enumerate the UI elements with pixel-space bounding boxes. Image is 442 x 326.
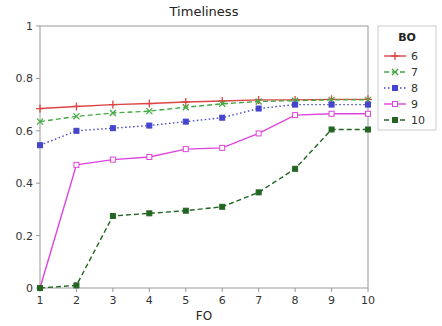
point [38, 286, 43, 291]
point [110, 157, 115, 162]
point [220, 145, 225, 150]
point [110, 126, 115, 131]
x-tick [368, 288, 369, 292]
legend-label: 10 [411, 114, 425, 127]
legend-marker [393, 86, 398, 91]
x-tick [149, 288, 150, 292]
point [146, 108, 152, 114]
x-tick-label: 2 [73, 294, 80, 307]
x-tick-label: 7 [255, 294, 262, 307]
x-tick-label: 3 [109, 294, 116, 307]
legend-label: 7 [411, 66, 418, 79]
point [329, 102, 334, 107]
legend-marker [393, 102, 398, 107]
point [38, 143, 43, 148]
legend-label: 9 [411, 98, 418, 111]
point [183, 208, 188, 213]
point [145, 100, 153, 108]
point [183, 119, 188, 124]
point [366, 102, 371, 107]
point [183, 104, 189, 110]
legend-box [378, 26, 436, 130]
x-tick [222, 288, 223, 292]
point [256, 190, 261, 195]
point [36, 105, 44, 113]
y-tick-label: 0.2 [16, 230, 34, 243]
series-line [40, 99, 368, 108]
plot-area [36, 95, 372, 290]
series-line [40, 129, 368, 288]
y-tick-label: 0 [26, 282, 33, 295]
point [110, 110, 116, 116]
point [293, 166, 298, 171]
point [329, 111, 334, 116]
point [74, 162, 79, 167]
y-tick-label: 0.8 [16, 72, 34, 85]
legend-title: BO [398, 31, 416, 44]
point [183, 147, 188, 152]
point [73, 113, 79, 119]
title: Timeliness [169, 4, 239, 19]
point [293, 113, 298, 118]
point [366, 111, 371, 116]
legend-marker [392, 69, 398, 75]
legend-marker [391, 52, 399, 60]
x-tick-label: 8 [292, 294, 299, 307]
point [72, 102, 80, 110]
legend-label: 8 [411, 82, 418, 95]
point [293, 102, 298, 107]
x-tick [112, 288, 113, 292]
point [366, 127, 371, 132]
x-tick [258, 288, 259, 292]
point [220, 204, 225, 209]
point [255, 96, 263, 104]
legend-marker [393, 118, 398, 123]
point [109, 101, 117, 109]
y-tick [36, 235, 40, 236]
point [147, 211, 152, 216]
point [147, 155, 152, 160]
x-tick [185, 288, 186, 292]
y-tick-label: 1 [26, 20, 33, 33]
point [256, 98, 262, 104]
point [147, 123, 152, 128]
point [220, 115, 225, 120]
x-tick-label: 10 [361, 294, 375, 307]
x-tick-label: 1 [37, 294, 44, 307]
x-tick-label: 9 [328, 294, 335, 307]
point [38, 286, 43, 291]
x-axis-label: FO [196, 309, 212, 323]
x-tick [331, 288, 332, 292]
x-tick [76, 288, 77, 292]
y-tick [36, 183, 40, 184]
y-tick-label: 0.6 [16, 125, 34, 138]
y-tick [36, 78, 40, 79]
y-tick [36, 26, 40, 27]
chart: Timeliness 1 2 3 4 5 6 7 8 9 10 0 0.2 0.4 0.6 0.8 1 FO BO 6… [0, 0, 442, 326]
x-tick [295, 288, 296, 292]
series-line [40, 114, 368, 288]
point [256, 106, 261, 111]
point [219, 101, 225, 107]
series-line [40, 100, 368, 122]
x-tick-label: 6 [219, 294, 226, 307]
point [74, 128, 79, 133]
point [37, 119, 43, 125]
legend: BO 6 7 8 9 10 [378, 26, 436, 130]
point [110, 213, 115, 218]
y-tick-label: 0.4 [16, 177, 34, 190]
point [329, 127, 334, 132]
point [74, 283, 79, 288]
legend-label: 6 [411, 50, 418, 63]
y-tick [36, 130, 40, 131]
x-tick-label: 5 [182, 294, 189, 307]
point [256, 131, 261, 136]
series-line [40, 105, 368, 146]
plot-frame [40, 26, 368, 288]
x-tick-label: 4 [146, 294, 153, 307]
